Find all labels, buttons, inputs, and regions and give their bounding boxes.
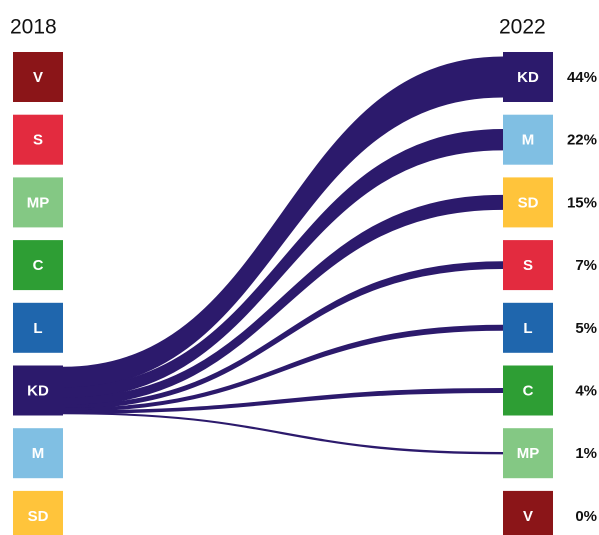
right-node-label: C bbox=[523, 382, 534, 399]
left-node bbox=[13, 240, 63, 291]
value-label: 0% bbox=[575, 508, 597, 525]
left-node-label: S bbox=[33, 132, 43, 149]
left-node-label: C bbox=[33, 257, 44, 274]
right-node bbox=[503, 490, 553, 535]
right-node bbox=[503, 428, 553, 479]
left-node bbox=[13, 114, 63, 165]
right-node bbox=[503, 240, 553, 291]
right-node bbox=[503, 302, 553, 353]
right-node-label: V bbox=[523, 508, 533, 525]
right-node-label: L bbox=[523, 320, 532, 337]
left-node bbox=[13, 490, 63, 535]
value-label: 5% bbox=[575, 320, 597, 337]
value-label: 4% bbox=[575, 382, 597, 399]
right-node-label: KD bbox=[517, 69, 539, 86]
flow bbox=[63, 413, 503, 516]
right-node-label: MP bbox=[517, 445, 540, 462]
left-node-label: V bbox=[33, 69, 43, 86]
right-node-label: SD bbox=[518, 194, 539, 211]
left-node bbox=[13, 52, 63, 102]
right-node bbox=[503, 52, 553, 102]
value-label: 15% bbox=[567, 194, 597, 211]
left-node bbox=[13, 302, 63, 353]
left-node-label: KD bbox=[27, 382, 49, 399]
value-label: 7% bbox=[575, 257, 597, 274]
right-node-label: M bbox=[522, 132, 535, 149]
left-node-label: M bbox=[32, 445, 45, 462]
left-node-label: L bbox=[33, 320, 42, 337]
left-node bbox=[13, 428, 63, 479]
left-node bbox=[13, 177, 63, 228]
right-column-label: 2022 bbox=[499, 16, 546, 39]
left-node-label: MP bbox=[27, 194, 50, 211]
value-label: 22% bbox=[567, 132, 597, 149]
left-node bbox=[13, 365, 63, 416]
right-node bbox=[503, 177, 553, 228]
right-node bbox=[503, 365, 553, 416]
value-label: 44% bbox=[567, 69, 597, 86]
left-node-label: SD bbox=[28, 508, 49, 525]
right-node bbox=[503, 114, 553, 165]
right-node-label: S bbox=[523, 257, 533, 274]
value-label: 1% bbox=[575, 445, 597, 462]
flow bbox=[62, 412, 504, 455]
left-column-label: 2018 bbox=[10, 16, 57, 39]
